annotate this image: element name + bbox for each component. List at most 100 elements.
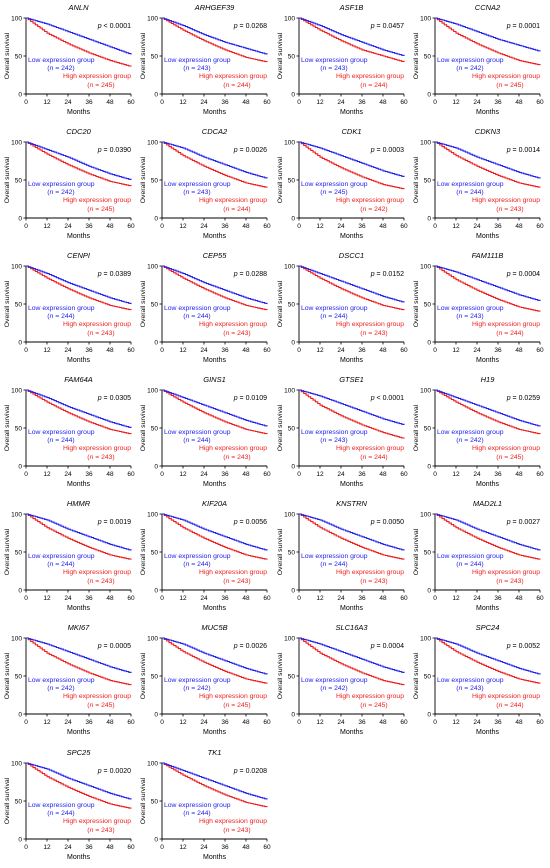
high-group-n: (n = 245) — [360, 702, 387, 709]
x-tick-label: 0 — [160, 719, 164, 726]
x-tick-label: 36 — [85, 471, 93, 478]
x-tick-label: 48 — [515, 719, 523, 726]
high-group-n: (n = 243) — [223, 578, 250, 585]
high-group-n: (n = 243) — [87, 578, 114, 585]
km-panel-dscc1: DSCC1 0 50 100 0 12 24 36 48 60 Months Overall surv… — [277, 251, 408, 364]
y-tick-label: 50 — [151, 54, 159, 61]
y-tick-label: 100 — [147, 140, 158, 147]
high-expression-curve — [435, 389, 541, 435]
high-expression-curve — [26, 141, 132, 187]
y-tick-label: 0 — [18, 712, 22, 719]
low-expression-curve — [299, 637, 405, 673]
low-expression-curve — [26, 762, 132, 800]
low-group-n: (n = 244) — [320, 313, 347, 320]
x-tick-label: 36 — [221, 595, 229, 602]
y-axis-label: Overall survival — [413, 280, 420, 327]
p-value: p = 0.0305 — [97, 395, 131, 402]
p-value: p = 0.0152 — [370, 271, 404, 278]
x-tick-label: 0 — [433, 223, 437, 230]
x-tick-label: 24 — [200, 347, 208, 354]
low-group-n: (n = 244) — [47, 810, 74, 817]
x-tick-label: 60 — [263, 844, 271, 851]
low-group-label: Low expression group — [28, 553, 95, 560]
x-tick-label: 12 — [43, 99, 51, 106]
x-axis-label: Months — [340, 233, 363, 240]
low-group-label: Low expression group — [28, 677, 95, 684]
x-tick-label: 24 — [200, 719, 208, 726]
low-group-n: (n = 244) — [183, 437, 210, 444]
km-panel-cdc20: CDC20 0 50 100 0 12 24 36 48 60 Months Overall surv… — [4, 127, 135, 240]
low-expression-curve — [435, 141, 541, 179]
high-expression-curve — [299, 637, 405, 686]
high-group-label: High expression group — [63, 321, 131, 328]
x-axis-label: Months — [340, 109, 363, 116]
x-tick-label: 12 — [316, 595, 324, 602]
x-axis-label: Months — [476, 233, 499, 240]
low-group-n: (n = 243) — [456, 313, 483, 320]
y-tick-label: 100 — [11, 264, 22, 271]
low-expression-curve — [26, 265, 132, 304]
high-group-n: (n = 243) — [496, 206, 523, 213]
x-axis-label: Months — [340, 605, 363, 612]
high-group-label: High expression group — [472, 197, 540, 204]
high-expression-curve — [162, 637, 268, 684]
km-panel-gins1: GINS1 0 50 100 0 12 24 36 48 60 Months Overall surv… — [140, 375, 271, 488]
x-tick-label: 12 — [43, 844, 51, 851]
y-tick-label: 50 — [424, 426, 432, 433]
panel-title: CEP55 — [203, 251, 228, 260]
x-axis-label: Months — [476, 109, 499, 116]
low-group-n: (n = 242) — [183, 685, 210, 692]
x-tick-label: 12 — [179, 99, 187, 106]
low-expression-curve — [26, 389, 132, 428]
panel-title: MUC5B — [201, 623, 227, 632]
x-tick-label: 24 — [64, 844, 72, 851]
high-expression-curve — [162, 17, 268, 63]
x-tick-label: 36 — [85, 595, 93, 602]
high-expression-curve — [299, 513, 405, 560]
x-tick-label: 60 — [536, 595, 544, 602]
x-tick-label: 12 — [452, 471, 460, 478]
x-tick-label: 0 — [160, 99, 164, 106]
x-tick-label: 36 — [358, 223, 366, 230]
x-tick-label: 0 — [24, 223, 28, 230]
x-axis-label: Months — [476, 357, 499, 364]
y-tick-label: 100 — [284, 264, 295, 271]
x-tick-label: 12 — [452, 595, 460, 602]
high-expression-curve — [162, 389, 268, 435]
x-tick-label: 60 — [127, 223, 135, 230]
x-tick-label: 48 — [106, 99, 114, 106]
high-group-n: (n = 244) — [496, 330, 523, 337]
y-tick-label: 50 — [15, 799, 23, 806]
x-tick-label: 0 — [160, 471, 164, 478]
x-axis-label: Months — [67, 109, 90, 116]
y-tick-label: 50 — [151, 550, 159, 557]
x-tick-label: 12 — [43, 347, 51, 354]
low-group-label: Low expression group — [437, 305, 504, 312]
panel-title: CDC20 — [66, 127, 91, 136]
y-axis-label: Overall survival — [413, 156, 420, 203]
y-tick-label: 50 — [151, 302, 159, 309]
y-tick-label: 100 — [11, 140, 22, 147]
p-value: p = 0.0026 — [233, 643, 267, 650]
x-tick-label: 24 — [473, 223, 481, 230]
p-value: p = 0.0003 — [370, 147, 404, 154]
x-tick-label: 36 — [221, 347, 229, 354]
low-group-label: Low expression group — [28, 802, 95, 809]
x-tick-label: 24 — [64, 347, 72, 354]
x-tick-label: 36 — [358, 99, 366, 106]
y-tick-label: 50 — [288, 178, 296, 185]
high-group-n: (n = 243) — [223, 454, 250, 461]
p-value: p = 0.0001 — [506, 23, 540, 30]
y-tick-label: 0 — [18, 464, 22, 471]
y-tick-label: 50 — [424, 302, 432, 309]
high-group-label: High expression group — [199, 197, 267, 204]
x-tick-label: 48 — [379, 99, 387, 106]
x-axis-label: Months — [203, 109, 226, 116]
x-tick-label: 12 — [43, 719, 51, 726]
km-panel-gtse1: GTSE1 0 50 100 0 12 24 36 48 60 Months Overall surv… — [277, 375, 408, 488]
y-axis-label: Overall survival — [277, 156, 284, 203]
y-axis-label: Overall survival — [140, 528, 147, 575]
x-tick-label: 48 — [106, 719, 114, 726]
low-group-n: (n = 244) — [183, 313, 210, 320]
km-panel-spc25: SPC25 0 50 100 0 12 24 36 48 60 Months Overall surv… — [4, 748, 135, 861]
